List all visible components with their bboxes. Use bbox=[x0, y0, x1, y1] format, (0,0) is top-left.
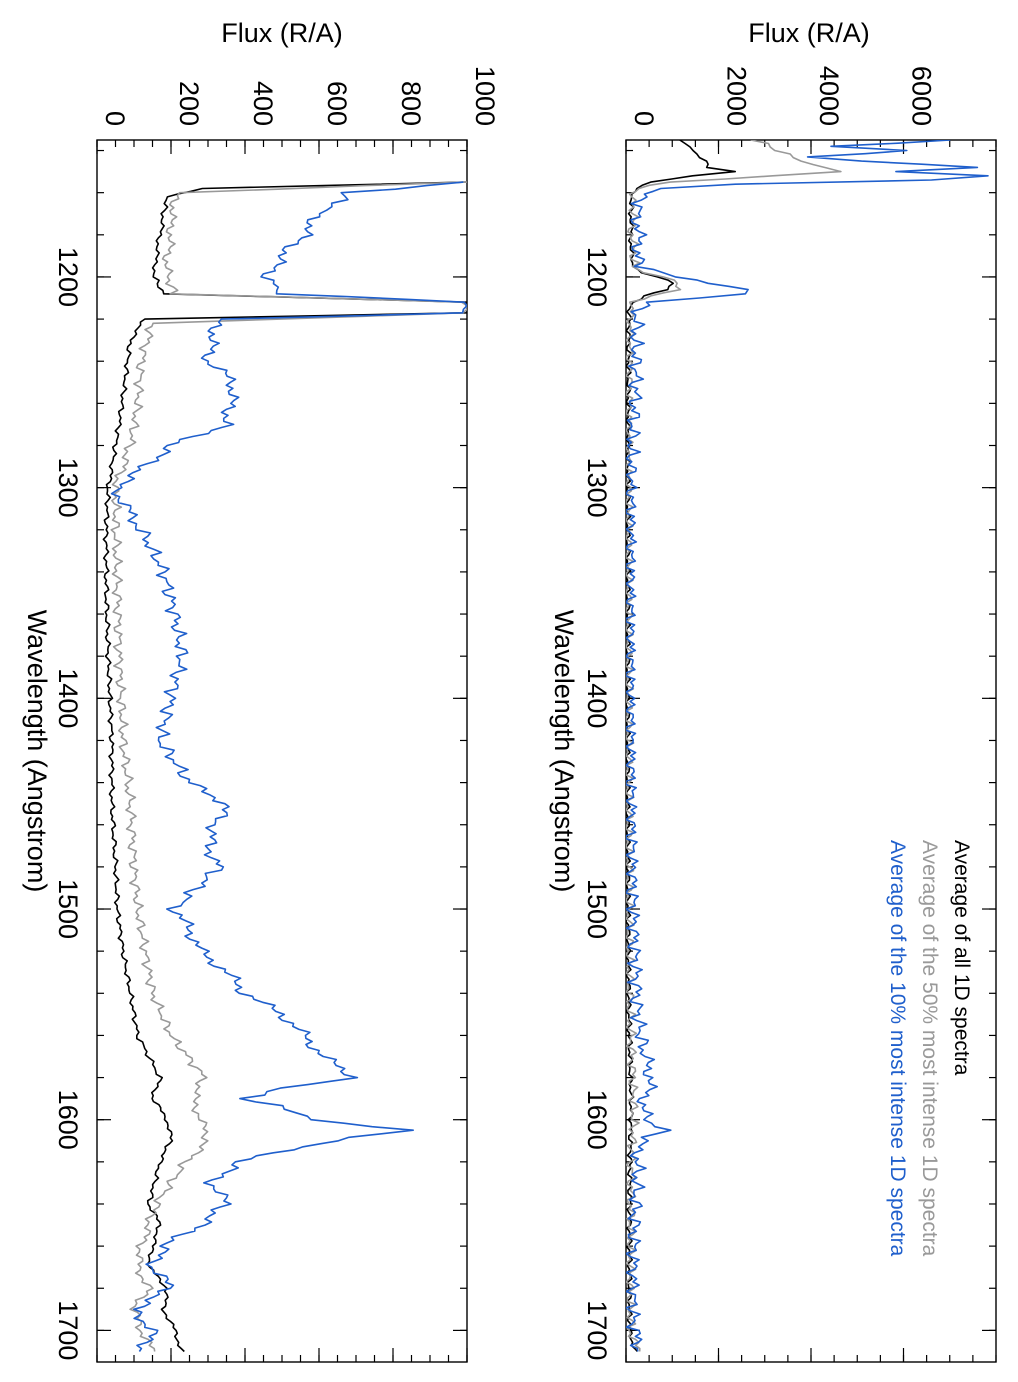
wavelength-tick-label: 1400 bbox=[582, 668, 612, 728]
flux-tick-label: 0 bbox=[100, 111, 130, 126]
flux-tick-label: 2000 bbox=[722, 66, 752, 126]
flux-tick-label: 600 bbox=[322, 81, 352, 126]
flux-tick-label: 1000 bbox=[470, 66, 500, 126]
wavelength-tick-label: 1600 bbox=[582, 1090, 612, 1150]
legend-entry: Average of all 1D spectra bbox=[950, 840, 973, 1076]
right-flux-axis-title: Flux (R/A) bbox=[748, 18, 870, 48]
flux-tick-label: 0 bbox=[629, 111, 659, 126]
series-line-all bbox=[102, 181, 467, 1353]
flux-tick-label: 6000 bbox=[907, 66, 937, 126]
legend: Average of all 1D spectra Average of the … bbox=[886, 840, 973, 1257]
wavelength-tick-label: 1200 bbox=[53, 247, 83, 307]
wavelength-tick-label: 1600 bbox=[53, 1090, 83, 1150]
wavelength-tick-label: 1300 bbox=[53, 458, 83, 518]
legend-entry: Average of the 10% most intense 1D spect… bbox=[886, 840, 909, 1257]
wavelength-tick-label: 1700 bbox=[582, 1300, 612, 1360]
series-line-top10 bbox=[110, 181, 467, 1352]
legend-entry: Average of the 50% most intense 1D spect… bbox=[918, 840, 941, 1257]
wavelength-tick-label: 1500 bbox=[53, 879, 83, 939]
wavelength-tick-label: 1500 bbox=[582, 879, 612, 939]
wavelength-tick-label: 1200 bbox=[582, 247, 612, 307]
series-line-top50 bbox=[110, 181, 467, 1352]
series-line-top50 bbox=[626, 140, 842, 1352]
left-panel: Flux (R/A) Wavelength (Angstrom) 0 200 400… bbox=[22, 18, 500, 1363]
left-flux-axis-title: Flux (R/A) bbox=[221, 18, 343, 48]
left-wavelength-axis-title: Wavelength (Angstrom) bbox=[22, 610, 52, 893]
right-wavelength-axis-title: Wavelength (Angstrom) bbox=[549, 610, 579, 893]
flux-tick-label: 400 bbox=[248, 81, 278, 126]
wavelength-tick-label: 1700 bbox=[53, 1300, 83, 1360]
series-line-top10 bbox=[626, 140, 989, 1352]
flux-tick-label: 4000 bbox=[814, 66, 844, 126]
wavelength-tick-label: 1300 bbox=[582, 458, 612, 518]
right-panel: Flux (R/A) Wavelength (Angstrom) 0 2000 40… bbox=[549, 18, 997, 1363]
wavelength-tick-label: 1400 bbox=[53, 668, 83, 728]
flux-tick-label: 800 bbox=[396, 81, 426, 126]
flux-tick-label: 200 bbox=[174, 81, 204, 126]
